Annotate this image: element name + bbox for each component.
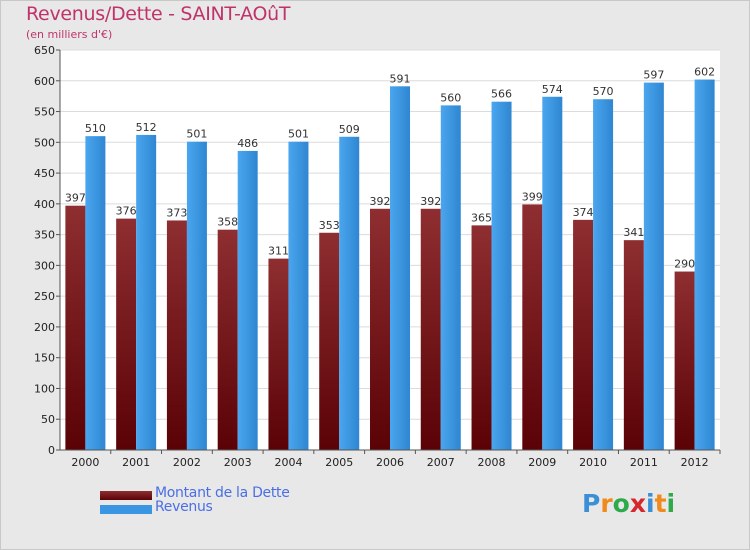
chart-subtitle: (en milliers d'€): [26, 28, 113, 41]
value-label-debt-2005: 353: [319, 219, 340, 232]
y-tick-label: 600: [34, 75, 55, 88]
value-label-revenus-2005: 509: [339, 123, 360, 136]
bar-debt-2008: [471, 225, 492, 450]
value-label-debt-2000: 397: [65, 192, 86, 205]
y-tick-label: 0: [48, 444, 55, 457]
value-label-revenus-2012: 602: [694, 66, 715, 79]
x-tick-label-2010: 2010: [579, 456, 607, 469]
value-label-revenus-2007: 560: [440, 91, 461, 104]
value-label-debt-2006: 392: [370, 195, 391, 208]
bar-revenus-2001: [136, 134, 157, 450]
bar-debt-2006: [370, 208, 390, 450]
value-label-revenus-2006: 591: [390, 72, 411, 85]
logo-letter: i: [646, 489, 655, 518]
x-tick-label-2004: 2004: [274, 456, 302, 469]
logo-letter: r: [600, 489, 613, 518]
bar-debt-2012: [674, 271, 695, 450]
value-label-debt-2007: 392: [420, 195, 441, 208]
proxiti-logo: Proxiti: [582, 489, 675, 518]
legend-swatch-revenus: [100, 505, 152, 514]
y-tick-label: 500: [34, 136, 55, 149]
x-tick-label-2008: 2008: [478, 456, 506, 469]
value-label-debt-2010: 374: [573, 206, 594, 219]
y-tick-label: 400: [34, 198, 55, 211]
x-tick-label-2000: 2000: [71, 456, 99, 469]
bar-debt-2009: [522, 204, 543, 450]
y-tick-label: 650: [34, 44, 55, 57]
bar-debt-2001: [116, 218, 137, 450]
value-label-revenus-2002: 501: [186, 128, 207, 141]
y-tick-label: 250: [34, 290, 55, 303]
y-axis-ticks: 0 50 100 150 200 250 300 350 400 450 500 550 600 650: [34, 44, 60, 457]
value-label-debt-2003: 358: [217, 216, 238, 229]
bar-revenus-2005: [339, 136, 360, 450]
logo-letter: P: [582, 489, 601, 518]
logo-letter: o: [612, 489, 630, 518]
x-tick-label-2005: 2005: [325, 456, 353, 469]
value-label-revenus-2003: 486: [237, 137, 258, 150]
legend-swatch-debt: [100, 491, 152, 500]
value-label-revenus-2008: 566: [491, 88, 512, 101]
bar-revenus-2006: [390, 86, 410, 451]
y-tick-label: 200: [34, 321, 55, 334]
y-tick-label: 100: [34, 382, 55, 395]
logo-letter: i: [666, 489, 676, 518]
value-label-revenus-2000: 510: [85, 122, 106, 135]
bar-debt-2007: [420, 208, 441, 450]
y-tick-label: 150: [34, 352, 55, 365]
bar-revenus-2007: [440, 105, 461, 450]
bar-revenus-2000: [85, 136, 106, 450]
value-label-revenus-2011: 597: [643, 69, 664, 82]
bar-debt-2004: [268, 258, 289, 450]
x-tick-label-2012: 2012: [681, 456, 709, 469]
value-label-revenus-2001: 512: [136, 121, 157, 134]
bar-debt-2011: [623, 240, 644, 450]
bar-revenus-2012: [694, 79, 715, 451]
value-label-revenus-2004: 501: [288, 128, 309, 141]
x-tick-label-2003: 2003: [224, 456, 252, 469]
y-tick-label: 350: [34, 229, 55, 242]
y-tick-label: 300: [34, 259, 55, 272]
y-tick-label: 50: [41, 413, 55, 426]
value-label-debt-2008: 365: [471, 211, 492, 224]
bar-revenus-2010: [593, 99, 614, 450]
value-label-debt-2004: 311: [268, 245, 289, 258]
x-tick-label-2002: 2002: [173, 456, 201, 469]
bar-debt-2002: [166, 220, 187, 450]
value-label-revenus-2009: 574: [542, 83, 563, 96]
legend-label-debt: Montant de la Dette: [155, 485, 290, 501]
value-label-debt-2012: 290: [674, 258, 695, 271]
logo-letter: x: [629, 489, 646, 518]
value-label-debt-2002: 373: [166, 206, 187, 219]
y-tick-label: 450: [34, 167, 55, 180]
x-tick-label-2009: 2009: [528, 456, 556, 469]
legend-label-revenus: Revenus: [155, 499, 213, 515]
bar-revenus-2003: [237, 150, 258, 450]
x-axis-ticks: 2000 2001 2002 2003 2004 2005 2006 2007 2008 2009…: [71, 450, 721, 469]
x-tick-label-2007: 2007: [427, 456, 455, 469]
bar-revenus-2004: [288, 141, 309, 450]
logo-letter: t: [654, 489, 667, 518]
value-label-revenus-2010: 570: [593, 85, 614, 98]
bar-revenus-2008: [491, 101, 512, 450]
bar-debt-2003: [217, 229, 238, 450]
y-tick-label: 550: [34, 106, 55, 119]
bar-revenus-2002: [186, 141, 207, 450]
bar-revenus-2009: [542, 96, 563, 451]
bar-debt-2000: [65, 205, 86, 450]
bar-chart: 397 510 376 512 373 501 358 486 311 501 353 509 392 5…: [34, 44, 721, 469]
value-label-debt-2011: 341: [623, 226, 644, 239]
chart-title: Revenus/Dette - SAINT-AOûT: [26, 3, 291, 25]
bars: 397 510 376 512 373 501 358 486 311 501 353 509 392 5…: [65, 66, 715, 451]
value-label-debt-2001: 376: [116, 205, 137, 218]
x-tick-label-2001: 2001: [122, 456, 150, 469]
bar-debt-2005: [319, 232, 340, 450]
x-tick-label-2011: 2011: [630, 456, 658, 469]
bar-debt-2010: [573, 219, 594, 450]
x-tick-label-2006: 2006: [376, 456, 404, 469]
bar-revenus-2011: [643, 82, 664, 450]
value-label-debt-2009: 399: [522, 190, 543, 203]
